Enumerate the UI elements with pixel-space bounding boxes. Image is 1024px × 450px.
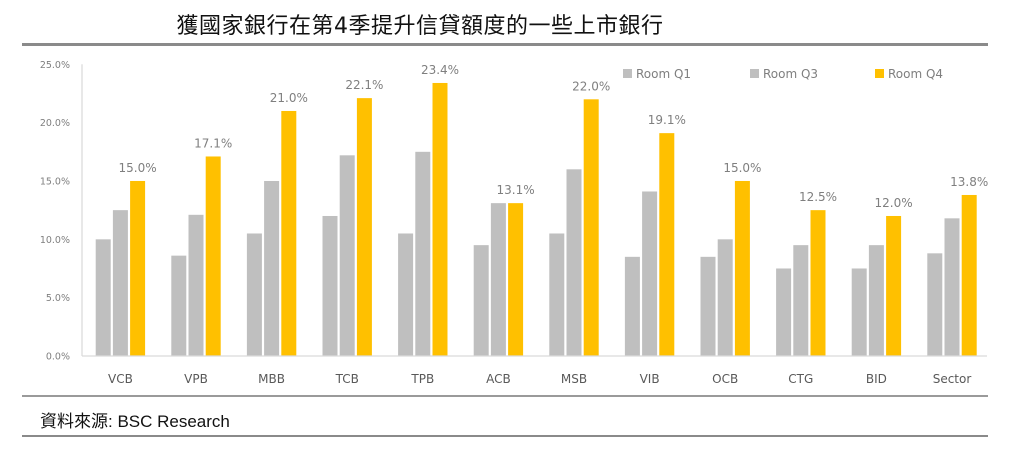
bar-room-q3 xyxy=(339,155,355,356)
bar-group-vib: 19.1% xyxy=(624,113,686,356)
data-label: 22.1% xyxy=(345,78,383,92)
y-tick-label: 10.0% xyxy=(40,235,70,246)
bar-room-q3 xyxy=(642,191,658,356)
bar-group-acb: 13.1% xyxy=(473,183,535,356)
bar-group-sector: 13.8% xyxy=(927,175,988,356)
bar-room-q3 xyxy=(717,239,733,356)
bar-room-q4 xyxy=(583,99,599,356)
x-category-label: MSB xyxy=(561,372,587,386)
x-category-label: TPB xyxy=(410,372,434,386)
bar-room-q1 xyxy=(549,233,565,356)
x-category-label: MBB xyxy=(258,372,285,386)
bar-room-q1 xyxy=(473,245,489,356)
bar-room-q4 xyxy=(810,210,826,356)
bar-room-q3 xyxy=(566,169,582,356)
bar-chart: 0.0% 5.0% 10.0% 15.0% 20.0% 25.0% 15.0% 17.1% 2… xyxy=(40,60,988,386)
bar-room-q3 xyxy=(264,180,280,356)
bar-room-q3 xyxy=(415,151,431,356)
bar-group-tcb: 22.1% xyxy=(322,78,383,356)
bar-room-q4 xyxy=(659,133,675,356)
x-axis: VCB VPB MBB TCB TPB ACB MSB VIB OCB CTG BID Sector xyxy=(82,355,987,386)
x-category-label: BID xyxy=(866,372,887,386)
x-category-label: TCB xyxy=(335,372,359,386)
y-tick-label: 5.0% xyxy=(46,293,70,304)
legend: Room Q1 Room Q3 Room Q4 xyxy=(623,67,943,81)
top-divider xyxy=(22,43,988,46)
bar-room-q4 xyxy=(886,215,902,356)
y-axis: 0.0% 5.0% 10.0% 15.0% 20.0% 25.0% xyxy=(40,60,83,363)
y-tick-label: 20.0% xyxy=(40,118,70,129)
bar-room-q3 xyxy=(112,210,128,356)
bar-group-ocb: 15.0% xyxy=(700,161,761,356)
data-label: 21.0% xyxy=(270,91,308,105)
data-label: 15.0% xyxy=(119,161,157,175)
bar-room-q1 xyxy=(700,256,716,356)
bar-group-ctg: 12.5% xyxy=(776,190,837,356)
bar-room-q1 xyxy=(171,255,187,356)
x-category-label: OCB xyxy=(712,372,738,386)
bar-room-q1 xyxy=(624,256,640,356)
data-label: 17.1% xyxy=(194,136,232,150)
y-tick-label: 15.0% xyxy=(40,176,70,187)
bar-group-bid: 12.0% xyxy=(851,196,913,356)
bar-room-q4 xyxy=(205,156,221,356)
bar-room-q1 xyxy=(95,239,111,356)
bar-room-q3 xyxy=(868,245,884,356)
bar-group-msb: 22.0% xyxy=(549,79,610,356)
bar-room-q4 xyxy=(508,203,524,356)
bar-room-q4 xyxy=(130,180,146,356)
data-label: 13.8% xyxy=(950,175,988,189)
bar-room-q1 xyxy=(322,215,338,356)
bar-room-q4 xyxy=(734,180,750,356)
source-top-divider xyxy=(22,395,988,397)
bar-room-q1 xyxy=(246,233,262,356)
x-category-label: CTG xyxy=(788,372,813,386)
bar-room-q3 xyxy=(490,203,506,356)
x-category-label: VIB xyxy=(640,372,660,386)
bar-group-vpb: 17.1% xyxy=(171,136,232,356)
x-category-label: VPB xyxy=(184,372,208,386)
chart-title: 獲國家銀行在第4季提升信貸額度的一些上市銀行 xyxy=(176,14,664,39)
bar-group-vcb: 15.0% xyxy=(95,161,157,356)
bar-room-q4 xyxy=(356,98,372,356)
bar-group-tpb: 23.4% xyxy=(398,63,459,356)
bar-room-q3 xyxy=(188,214,204,356)
data-label: 12.0% xyxy=(875,196,913,210)
x-category-label: VCB xyxy=(108,372,133,386)
legend-swatch-3 xyxy=(875,69,884,78)
bar-room-q1 xyxy=(927,253,943,356)
bar-room-q3 xyxy=(793,245,809,356)
y-tick-label: 0.0% xyxy=(46,352,70,363)
bar-room-q1 xyxy=(398,233,414,356)
data-label: 22.0% xyxy=(572,79,610,93)
legend-swatch-1 xyxy=(623,69,632,78)
legend-label: Room Q4 xyxy=(888,67,943,81)
bar-room-q4 xyxy=(961,194,977,356)
data-label: 23.4% xyxy=(421,63,459,77)
bar-room-q3 xyxy=(944,218,960,356)
bar-room-q1 xyxy=(851,268,867,356)
source-note: 資料來源: BSC Research xyxy=(40,412,230,431)
data-label: 19.1% xyxy=(648,113,686,127)
bar-group-mbb: 21.0% xyxy=(246,91,308,356)
bar-room-q4 xyxy=(432,82,448,356)
data-label: 13.1% xyxy=(497,183,535,197)
legend-label: Room Q3 xyxy=(763,67,818,81)
legend-swatch-2 xyxy=(750,69,759,78)
bar-room-q4 xyxy=(281,110,297,356)
data-label: 12.5% xyxy=(799,190,837,204)
bottom-divider xyxy=(22,435,988,437)
bars: 15.0% 17.1% 21.0% 22.1% 23.4% 13.1% 22.0% 19.1%… xyxy=(95,63,988,356)
data-label: 15.0% xyxy=(723,161,761,175)
bar-room-q1 xyxy=(776,268,792,356)
y-tick-label: 25.0% xyxy=(40,60,70,71)
x-category-label: Sector xyxy=(933,372,972,386)
legend-label: Room Q1 xyxy=(636,67,691,81)
x-category-label: ACB xyxy=(486,372,511,386)
